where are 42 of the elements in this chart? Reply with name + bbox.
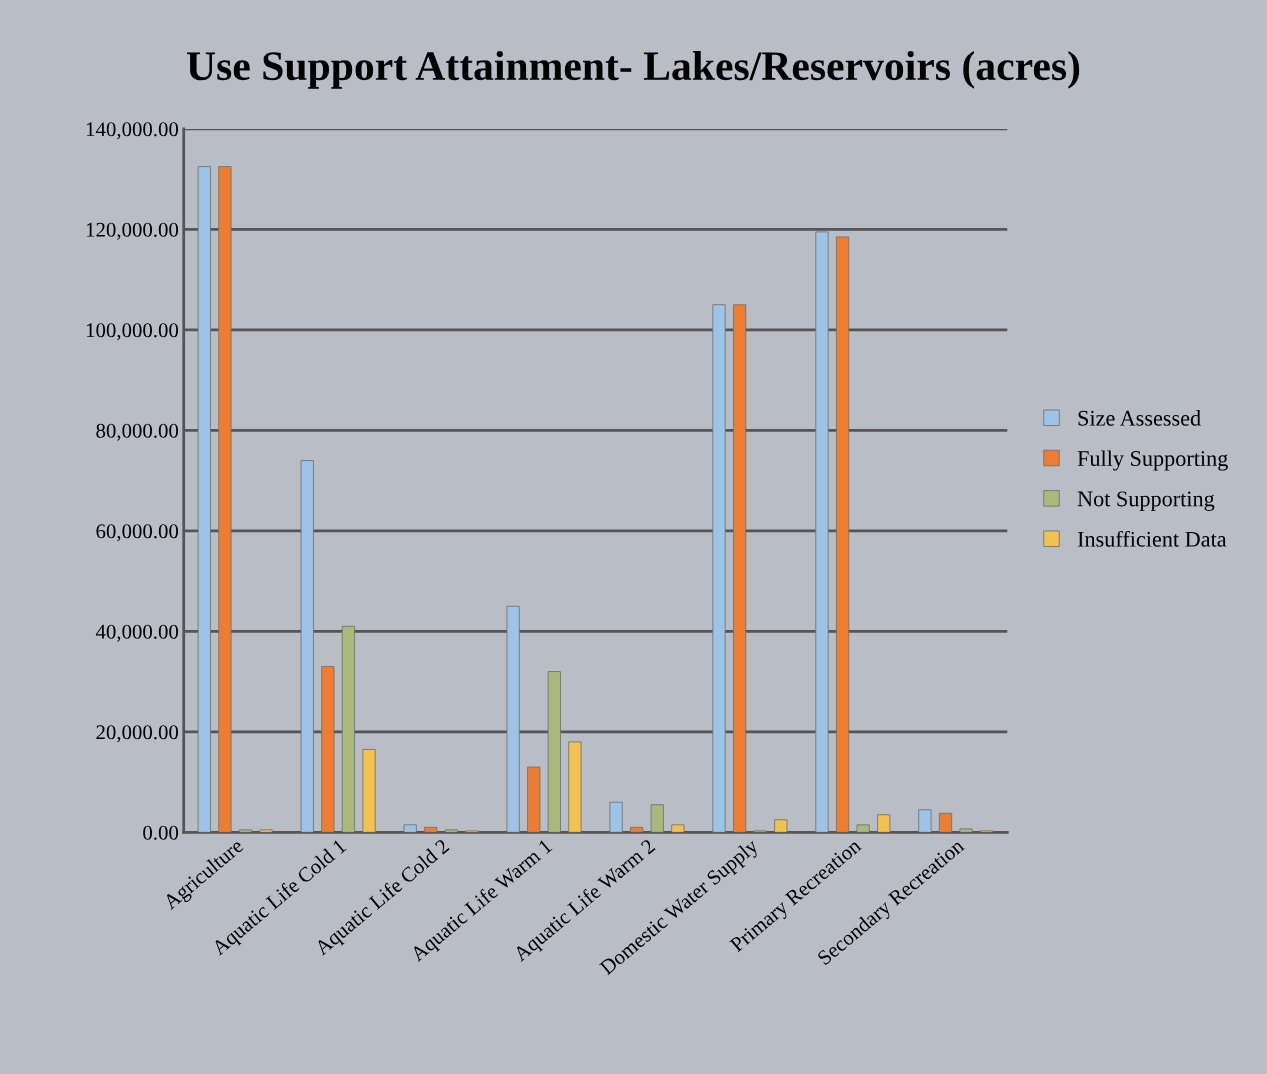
y-tick-label: 60,000.00 [96,524,179,542]
bar [774,819,788,833]
chart-title: Use Support Attainment- Lakes/Reservoirs (acres) [187,50,1080,89]
bar [733,304,747,833]
bar [938,812,953,833]
bar [321,666,335,833]
bar [630,826,644,833]
bar [300,460,314,833]
y-tick-label: 140,000.00 [86,122,179,140]
bar [671,824,685,833]
bar [815,231,829,833]
y-tick-label: 0.00 [143,825,179,840]
legend-label: Insufficient Data [1077,530,1227,547]
bar [362,749,376,833]
y-tick-label: 120,000.00 [86,222,179,240]
legend-label: Not Supporting [1077,491,1215,511]
bar [835,236,850,833]
bar [444,829,458,833]
bar [403,824,417,833]
legend-label: Size Assessed [1078,410,1201,426]
y-tick-label: 40,000.00 [95,624,179,642]
bar [650,804,664,833]
bar [197,166,211,833]
bar [259,829,273,833]
y-tick-label: 80,000.00 [96,423,179,441]
y-tick-label: 20,000.00 [96,725,179,743]
y-tick-label: 100,000.00 [86,323,179,341]
bar [959,828,973,833]
legend-label: Fully Supporting [1077,450,1228,471]
bar [568,741,582,833]
bar [712,304,726,833]
bar [527,766,541,833]
bar [506,605,520,833]
bar [547,671,561,833]
bar [238,829,253,833]
bar [918,809,932,833]
bar [856,824,870,833]
bar [218,166,232,833]
bar [609,801,623,833]
bar [341,625,356,833]
bar [424,826,438,833]
bar [877,814,891,833]
